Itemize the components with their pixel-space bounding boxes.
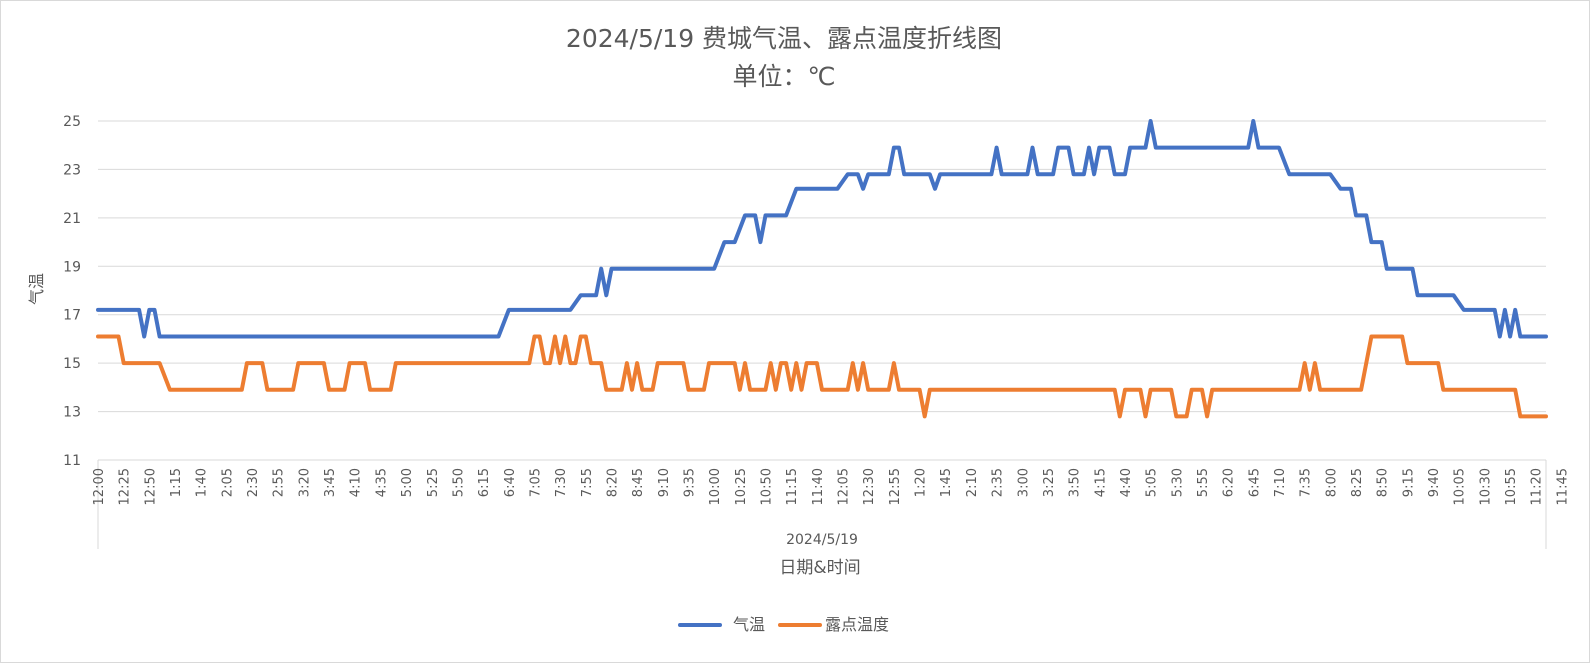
- legend: 气温 露点温度: [678, 615, 889, 634]
- x-tick-label: 11:45: [1555, 468, 1570, 505]
- y-tick-label: 23: [63, 162, 81, 178]
- x-tick-label: 11:15: [785, 468, 800, 505]
- x-tick-label: 8:50: [1376, 468, 1391, 497]
- series-line-dewpoint: [96, 334, 1548, 419]
- x-tick-label: 3:00: [1016, 468, 1031, 497]
- x-tick-label: 6:45: [1247, 468, 1262, 497]
- x-tick-label: 5:30: [1170, 468, 1185, 497]
- x-tick-label: 9:40: [1427, 468, 1442, 497]
- x-tick-label: 2:05: [220, 468, 235, 497]
- x-tick-label: 2:10: [965, 468, 980, 497]
- x-tick-label: 3:25: [1042, 468, 1057, 497]
- x-tick-label: 10:25: [734, 468, 749, 505]
- y-tick-label: 25: [63, 114, 81, 130]
- x-tick-label: 10:00: [708, 468, 723, 505]
- x-tick-label: 5:00: [400, 468, 415, 497]
- gridlines: [98, 120, 1546, 461]
- x-tick-label: 2:55: [272, 468, 287, 497]
- y-axis-ticks: 11 13 15 17 19 21 23 25: [63, 114, 81, 469]
- legend-label: 露点温度: [825, 615, 889, 634]
- x-tick-label: 4:15: [1093, 468, 1108, 497]
- x-tick-label: 2:35: [991, 468, 1006, 497]
- x-tick-label: 2:30: [246, 468, 261, 497]
- x-tick-label: 4:40: [1119, 468, 1134, 497]
- series-line-temperature: [96, 119, 1548, 339]
- x-tick-label: 12:50: [143, 468, 158, 505]
- x-axis: 12:00 12:25 12:50 1:15 1:40 2:05 2:30 2:55 3:20 3…: [92, 460, 1570, 549]
- x-tick-label: 5:55: [1196, 468, 1211, 497]
- x-tick-label: 12:55: [888, 468, 903, 505]
- x-tick-label: 11:20: [1530, 468, 1545, 505]
- x-tick-label: 6:15: [477, 468, 492, 497]
- x-tick-label: 10:30: [1478, 468, 1493, 505]
- x-tick-label: 6:40: [503, 468, 518, 497]
- x-tick-label: 9:10: [657, 468, 672, 497]
- x-tick-label: 8:20: [605, 468, 620, 497]
- x-tick-label: 4:35: [374, 468, 389, 497]
- x-tick-label: 7:30: [554, 468, 569, 497]
- x-tick-label: 1:45: [939, 468, 954, 497]
- y-tick-label: 15: [63, 356, 81, 372]
- x-tick-label: 3:45: [323, 468, 338, 497]
- x-tick-label: 9:15: [1401, 468, 1416, 497]
- x-tick-label: 4:10: [349, 468, 364, 497]
- legend-label: 气温: [733, 615, 765, 634]
- x-tick-label: 12:00: [92, 468, 107, 505]
- y-tick-label: 17: [63, 308, 81, 324]
- x-tick-label: 6:20: [1222, 468, 1237, 497]
- x-tick-label: 3:20: [297, 468, 312, 497]
- x-tick-label: 7:05: [528, 468, 543, 497]
- x-tick-label: 1:20: [914, 468, 929, 497]
- chart-subtitle: 单位：℃: [732, 62, 835, 91]
- x-tick-label: 10:55: [1504, 468, 1519, 505]
- series-lines: [96, 119, 1548, 419]
- chart-title: 2024/5/19 费城气温、露点温度折线图: [566, 24, 1002, 53]
- x-tick-label: 10:50: [760, 468, 775, 505]
- y-tick-label: 19: [63, 259, 81, 275]
- x-tick-label: 12:25: [118, 468, 133, 505]
- x-tick-label: 1:40: [195, 468, 210, 497]
- y-tick-label: 13: [63, 405, 81, 421]
- x-tick-label: 8:00: [1324, 468, 1339, 497]
- x-tick-label: 7:10: [1273, 468, 1288, 497]
- x-tick-label: 5:05: [1145, 468, 1160, 497]
- y-tick-label: 11: [63, 453, 81, 469]
- x-tick-label: 10:05: [1453, 468, 1468, 505]
- x-tick-label: 9:35: [682, 468, 697, 497]
- x-tick-label: 8:45: [631, 468, 646, 497]
- x-tick-label: 3:50: [1068, 468, 1083, 497]
- x-axis-label: 日期&时间: [779, 558, 860, 578]
- x-tick-label: 5:25: [426, 468, 441, 497]
- x-tick-label: 12:30: [862, 468, 877, 505]
- x-tick-label: 11:40: [811, 468, 826, 505]
- x-group-label: 2024/5/19: [786, 532, 858, 548]
- y-axis-label: 气温: [27, 273, 46, 305]
- x-tick-label: 7:55: [580, 468, 595, 497]
- y-tick-label: 21: [63, 211, 81, 227]
- x-tick-label: 5:50: [451, 468, 466, 497]
- x-tick-label: 12:05: [837, 468, 852, 505]
- x-tick-label: 7:35: [1299, 468, 1314, 497]
- x-tick-label: 1:15: [169, 468, 184, 497]
- x-tick-label: 8:25: [1350, 468, 1365, 497]
